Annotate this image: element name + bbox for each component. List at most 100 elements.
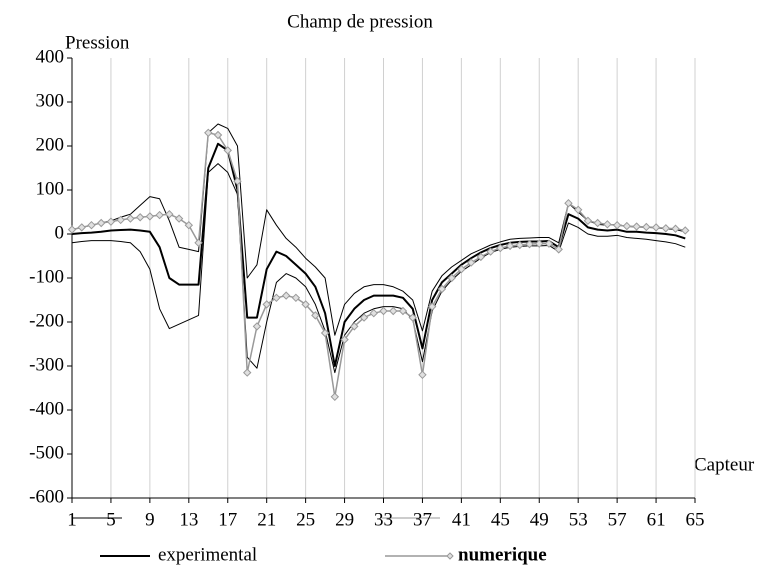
marker: [116, 215, 125, 225]
y-tick-label: -400: [29, 398, 64, 419]
marker: [612, 220, 622, 230]
x-tick-label: 21: [257, 509, 276, 530]
marker: [398, 306, 408, 316]
y-tick-label: 200: [36, 134, 65, 155]
x-tick-label: 9: [145, 509, 155, 530]
legend-marker: [446, 552, 454, 560]
marker: [427, 302, 437, 311]
marker: [389, 306, 398, 316]
y-axis-label: Pression: [65, 32, 130, 53]
marker: [311, 311, 320, 320]
marker: [223, 146, 232, 155]
x-axis-label: Capteur: [694, 454, 755, 475]
x-tick-label: 49: [530, 509, 549, 530]
x-tick-label: 17: [218, 509, 237, 530]
x-tick-label: 1: [67, 509, 77, 530]
marker: [291, 293, 301, 303]
x-tick-label: 41: [452, 509, 471, 530]
marker: [476, 252, 486, 262]
marker: [243, 368, 252, 377]
y-tick-label: -600: [29, 486, 64, 507]
marker: [272, 293, 281, 303]
series-line: [71, 132, 686, 398]
marker: [213, 130, 223, 140]
y-tick-label: 400: [36, 46, 65, 67]
x-tick-label: 13: [179, 509, 198, 530]
marker: [77, 223, 86, 232]
marker: [583, 216, 593, 226]
marker: [340, 335, 349, 344]
legend-label: numerique: [458, 544, 547, 565]
x-tick-label: 45: [491, 509, 510, 530]
legend-label: experimental: [158, 544, 257, 565]
marker: [642, 222, 651, 232]
marker: [496, 243, 505, 253]
marker: [632, 222, 641, 231]
marker: [106, 217, 116, 226]
marker: [535, 239, 544, 248]
x-tick-label: 57: [608, 509, 627, 530]
marker: [330, 392, 340, 402]
marker: [661, 224, 671, 233]
marker: [369, 308, 378, 318]
y-tick-label: -100: [29, 266, 64, 287]
marker: [350, 322, 359, 331]
marker: [418, 370, 427, 380]
marker: [155, 210, 164, 220]
marker: [145, 212, 155, 221]
marker: [379, 306, 388, 316]
marker: [681, 226, 690, 235]
marker: [564, 198, 573, 208]
marker: [165, 209, 174, 219]
marker: [437, 284, 447, 294]
marker: [135, 213, 145, 222]
marker: [505, 241, 515, 251]
x-tick-label: 33: [374, 509, 393, 530]
y-tick-label: -200: [29, 310, 64, 331]
marker: [603, 220, 612, 229]
marker: [204, 128, 213, 138]
x-tick-label: 5: [106, 509, 116, 530]
marker: [281, 291, 291, 300]
marker: [544, 239, 554, 248]
y-tick-label: 0: [55, 222, 65, 243]
x-tick-label: 61: [647, 509, 666, 530]
marker: [593, 218, 602, 228]
marker: [67, 225, 77, 234]
marker: [359, 313, 369, 322]
marker: [233, 176, 242, 186]
marker: [87, 220, 96, 230]
marker: [320, 328, 330, 338]
x-tick-label: 37: [413, 509, 432, 530]
x-tick-label: 65: [686, 509, 705, 530]
x-tick-label: 29: [335, 509, 354, 530]
series-line: [71, 142, 686, 367]
marker: [515, 240, 524, 250]
y-tick-label: -500: [29, 442, 64, 463]
marker: [486, 247, 495, 256]
marker: [651, 223, 661, 232]
marker: [184, 220, 194, 230]
marker: [554, 245, 563, 254]
marker: [671, 224, 680, 233]
marker: [174, 214, 184, 223]
marker: [252, 322, 262, 331]
x-tick-label: 53: [569, 509, 588, 530]
y-tick-label: -300: [29, 354, 64, 375]
marker: [573, 205, 583, 215]
marker: [301, 300, 310, 309]
marker: [525, 239, 534, 249]
series-line: [71, 163, 686, 374]
marker: [194, 238, 203, 248]
x-tick-label: 25: [296, 509, 315, 530]
marker: [408, 313, 417, 322]
marker: [466, 258, 476, 267]
y-tick-label: 300: [36, 90, 65, 111]
y-tick-label: 100: [36, 178, 65, 199]
marker: [262, 300, 271, 309]
marker: [126, 214, 135, 223]
chart-title: Champ de pression: [287, 11, 433, 32]
marker: [622, 221, 632, 231]
marker: [457, 264, 466, 274]
